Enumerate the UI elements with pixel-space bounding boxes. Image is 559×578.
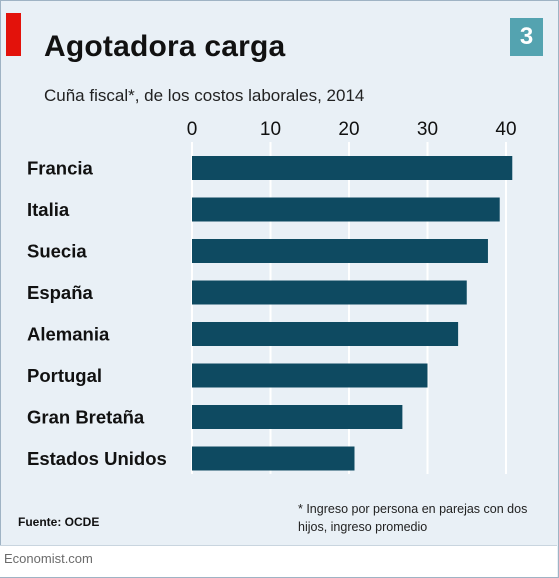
- category-label: Portugal: [27, 365, 102, 386]
- bar: [192, 197, 500, 222]
- footer-bar: [0, 545, 557, 577]
- x-tick-label: 30: [417, 119, 438, 140]
- footer-brand[interactable]: Economist.com: [4, 551, 93, 566]
- x-tick-label: 10: [260, 119, 281, 140]
- category-label: Gran Bretaña: [27, 407, 145, 428]
- bar: [192, 280, 467, 305]
- category-label: Suecia: [27, 241, 87, 262]
- footnote: * Ingreso por persona en parejas con dos…: [298, 502, 528, 534]
- red-accent-tab: [6, 13, 21, 56]
- bar: [192, 405, 403, 429]
- category-label: Francia: [27, 158, 94, 179]
- bar: [192, 239, 488, 263]
- category-label: Italia: [27, 199, 70, 220]
- bar: [192, 156, 513, 180]
- category-label: Alemania: [27, 324, 110, 345]
- x-tick-label: 20: [338, 119, 359, 140]
- chart-title: Agotadora carga: [44, 30, 286, 63]
- x-tick-label: 0: [187, 119, 198, 140]
- category-label: España: [27, 282, 94, 303]
- bar: [192, 446, 355, 471]
- bar: [192, 363, 428, 388]
- chart-number-badge: 3: [510, 18, 543, 56]
- category-label: Estados Unidos: [27, 448, 167, 469]
- chart-subtitle: Cuña fiscal*, de los costos laborales, 2…: [44, 86, 365, 105]
- x-tick-label: 40: [495, 119, 516, 140]
- bar: [192, 322, 459, 346]
- source-label: Fuente: OCDE: [18, 515, 100, 529]
